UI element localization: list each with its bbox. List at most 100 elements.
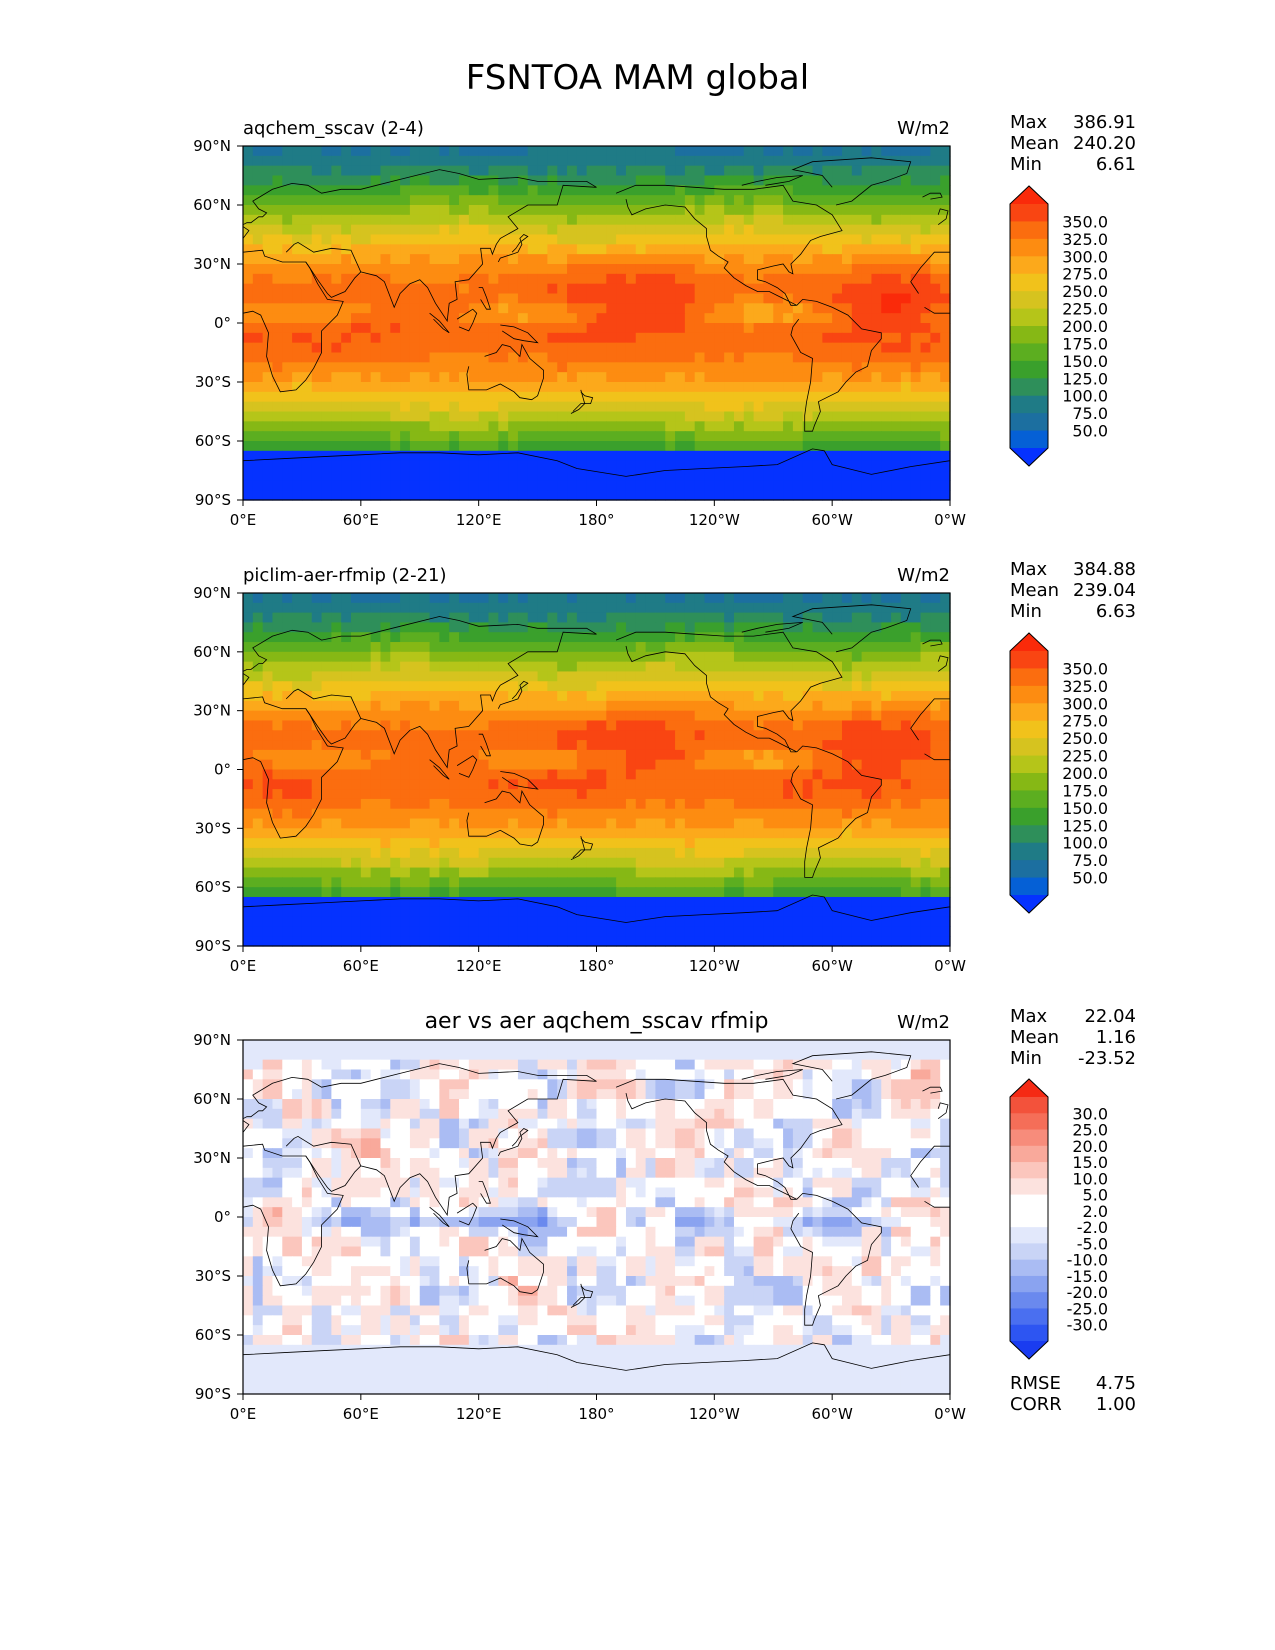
field-cell: [665, 421, 676, 432]
field-cell: [478, 593, 490, 604]
field-cell: [891, 867, 902, 878]
field-cell: [400, 234, 411, 245]
field-cell: [262, 593, 274, 604]
coastline-8: [570, 403, 586, 414]
field-cell: [449, 421, 460, 432]
field-cell: [606, 342, 617, 354]
field-cell: [694, 798, 706, 810]
field-cell: [557, 779, 568, 790]
field-cell: [370, 789, 382, 800]
field-cell: [684, 441, 696, 452]
field-cell: [498, 490, 509, 501]
field-cell: [606, 740, 617, 751]
field-cell: [832, 730, 843, 741]
field-cell: [576, 421, 588, 432]
field-cell: [665, 273, 676, 285]
field-cell: [871, 391, 882, 403]
field-cell: [321, 671, 332, 682]
field-cell: [527, 740, 539, 751]
field-cell: [616, 720, 627, 731]
x-tick-label: 0°W: [934, 511, 966, 529]
field-cell: [596, 789, 607, 800]
field-cell: [301, 332, 313, 344]
field-cell: [773, 244, 784, 255]
field-cell: [625, 313, 637, 324]
field-cell: [743, 214, 755, 226]
field-cell: [743, 857, 755, 869]
field-cell: [292, 303, 303, 314]
field-cell: [272, 671, 283, 682]
field-cell: [380, 887, 391, 898]
field-cell: [694, 642, 706, 653]
field-cell: [841, 740, 853, 751]
field-cell: [576, 838, 588, 849]
field-cell: [282, 382, 293, 393]
field-cell: [439, 382, 450, 393]
field-cell: [243, 165, 254, 177]
field-cell: [351, 632, 362, 643]
field-cell: [930, 710, 941, 722]
field-cell: [429, 798, 440, 810]
field-cell: [282, 661, 293, 673]
field-cell: [743, 273, 755, 285]
field-cell: [851, 155, 863, 167]
field-cell: [812, 264, 823, 275]
field-cell: [331, 332, 342, 344]
field-cell: [665, 642, 676, 653]
field-cell: [527, 749, 539, 761]
field-cell: [851, 602, 863, 614]
field-cell: [586, 602, 598, 614]
field-cell: [812, 470, 823, 481]
field-cell: [282, 441, 293, 452]
field-cell: [370, 779, 382, 790]
field-cell: [733, 421, 745, 432]
field-cell: [390, 421, 401, 432]
field-cell: [724, 887, 735, 898]
field-cell: [252, 593, 264, 604]
field-cell: [802, 789, 814, 800]
field-cell: [635, 838, 647, 849]
field-cell: [527, 769, 539, 780]
field-cell: [861, 195, 873, 206]
field-cell: [488, 602, 499, 614]
colorbar-band: [1010, 413, 1048, 432]
field-cell: [841, 593, 853, 604]
field-cell: [262, 838, 274, 849]
field-cell: [812, 661, 823, 673]
field-cell: [547, 342, 558, 354]
field-cell: [714, 175, 725, 186]
field-cell: [586, 671, 598, 682]
field-cell: [498, 470, 509, 481]
field-cell: [704, 195, 715, 206]
field-cell: [478, 691, 490, 702]
field-cell: [920, 421, 931, 432]
field-cell: [390, 671, 401, 682]
field-cell: [478, 421, 490, 432]
field-cell: [792, 352, 804, 363]
field-cell: [940, 421, 951, 432]
field-cell: [822, 808, 833, 820]
field-cell: [331, 818, 342, 829]
field-cell: [537, 205, 548, 216]
field-cell: [616, 671, 627, 682]
field-cell: [832, 185, 843, 196]
field-cell: [557, 254, 568, 265]
field-cell: [311, 593, 323, 604]
field-cell: [773, 165, 784, 177]
field-cell: [351, 896, 362, 908]
field-cell: [351, 828, 362, 839]
field-cell: [714, 896, 725, 908]
field-cell: [478, 720, 490, 731]
field-cell: [360, 362, 372, 373]
field-cell: [400, 303, 411, 314]
coastline-17: [937, 208, 949, 226]
field-cell: [675, 470, 686, 481]
field-cell: [616, 146, 627, 157]
field-cell: [783, 264, 794, 275]
field-cell: [851, 490, 863, 501]
field-cell: [920, 480, 931, 491]
field-cell: [684, 234, 696, 245]
field-cell: [547, 710, 558, 722]
field-cell: [409, 303, 421, 314]
field-cell: [881, 264, 892, 275]
